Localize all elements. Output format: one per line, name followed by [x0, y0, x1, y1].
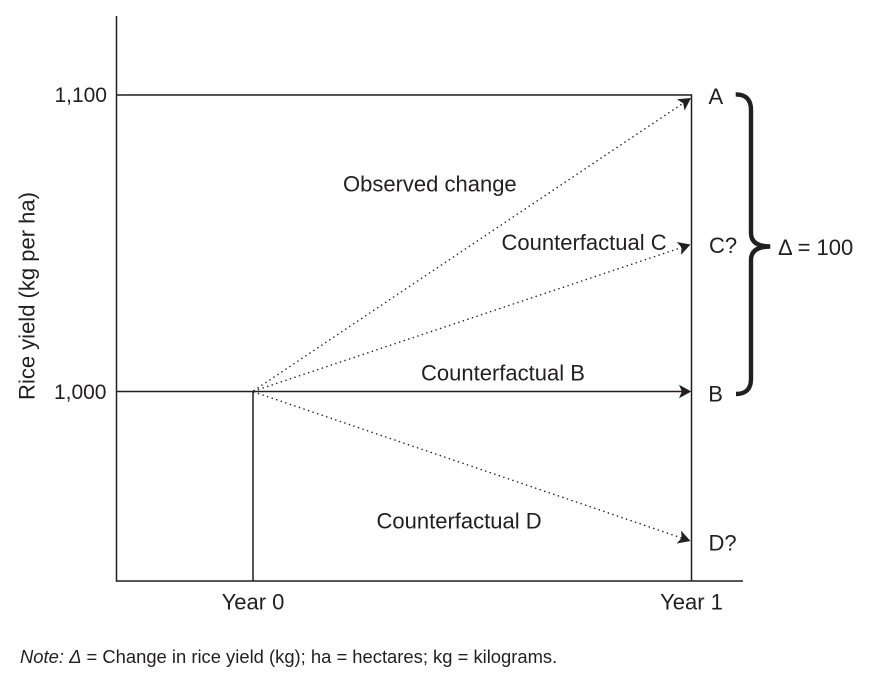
- svg-text:Δ = 100: Δ = 100: [778, 235, 853, 260]
- svg-text:D?: D?: [709, 531, 737, 556]
- svg-text:Note: Δ = Change in rice yield: Note: Δ = Change in rice yield (kg); ha …: [20, 646, 557, 667]
- svg-text:1,100: 1,100: [54, 84, 107, 107]
- svg-text:C?: C?: [709, 233, 737, 258]
- svg-text:B: B: [708, 382, 723, 407]
- svg-text:Year 0: Year 0: [222, 590, 285, 615]
- svg-text:Counterfactual D: Counterfactual D: [377, 509, 542, 534]
- svg-text:A: A: [709, 84, 724, 109]
- svg-text:1,000: 1,000: [54, 381, 107, 404]
- svg-text:Counterfactual C: Counterfactual C: [502, 230, 667, 255]
- svg-text:Rice yield (kg per ha): Rice yield (kg per ha): [15, 192, 40, 400]
- svg-text:Year 1: Year 1: [660, 590, 723, 615]
- svg-text:Counterfactual B: Counterfactual B: [421, 361, 585, 386]
- svg-text:Observed change: Observed change: [343, 172, 517, 197]
